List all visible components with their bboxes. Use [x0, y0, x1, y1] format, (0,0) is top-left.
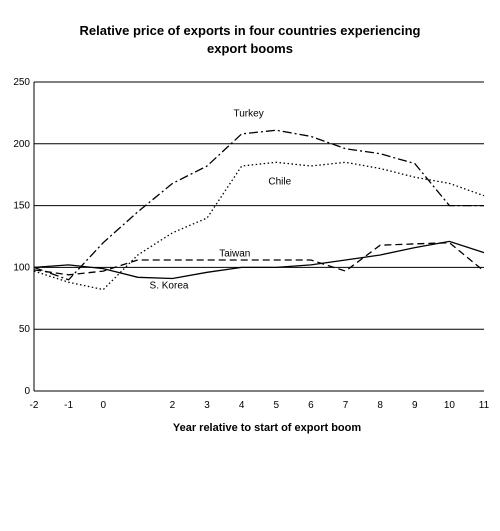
- x-tick-label-7: 7: [343, 400, 349, 411]
- y-tick-label-150: 150: [13, 201, 30, 212]
- chart-title-line-1: Relative price of exports in four countr…: [79, 23, 421, 38]
- chart-title: Relative price of exports in four countr…: [0, 22, 500, 58]
- x-tick-label-2: 2: [170, 400, 176, 411]
- x-tick-label-0: 0: [100, 400, 106, 411]
- y-tick-label-250: 250: [13, 77, 30, 88]
- x-tick-label-5: 5: [274, 400, 280, 411]
- series-line-s-korea: [33, 240, 485, 280]
- x-tick-label--1: -1: [64, 400, 73, 411]
- axis-layer: 0 50 100 150 200 250 -2 -1 0 2 3 4 5 6 7 8 9 10 11 Year rel…: [13, 77, 489, 434]
- series-layer: [33, 129, 485, 291]
- series-label-chile: Chile: [268, 177, 291, 188]
- x-axis-label: Year relative to start of export boom: [173, 422, 361, 434]
- x-tick-label-11: 11: [479, 400, 490, 411]
- x-tick-label-6: 6: [308, 400, 314, 411]
- series-line-turkey: [33, 129, 484, 281]
- label-layer: Turkey Chile Taiwan S. Korea: [150, 109, 292, 292]
- chart-title-line-2: export booms: [207, 41, 293, 56]
- x-tick-label-3: 3: [204, 400, 210, 411]
- x-tick-label--2: -2: [30, 400, 39, 411]
- y-tick-label-200: 200: [13, 139, 30, 150]
- x-tick-label-4: 4: [239, 400, 245, 411]
- y-tick-label-0: 0: [24, 386, 30, 397]
- series-label-taiwan: Taiwan: [219, 248, 250, 259]
- series-label-turkey: Turkey: [234, 109, 264, 120]
- y-tick-label-50: 50: [19, 324, 31, 335]
- x-tick-label-9: 9: [412, 400, 418, 411]
- series-line-taiwan: [33, 242, 485, 276]
- x-tick-label-8: 8: [377, 400, 383, 411]
- x-tick-label-10: 10: [444, 400, 456, 411]
- series-label-s-korea: S. Korea: [150, 280, 189, 291]
- y-tick-label-100: 100: [13, 262, 30, 273]
- series-line-chile: [33, 161, 485, 291]
